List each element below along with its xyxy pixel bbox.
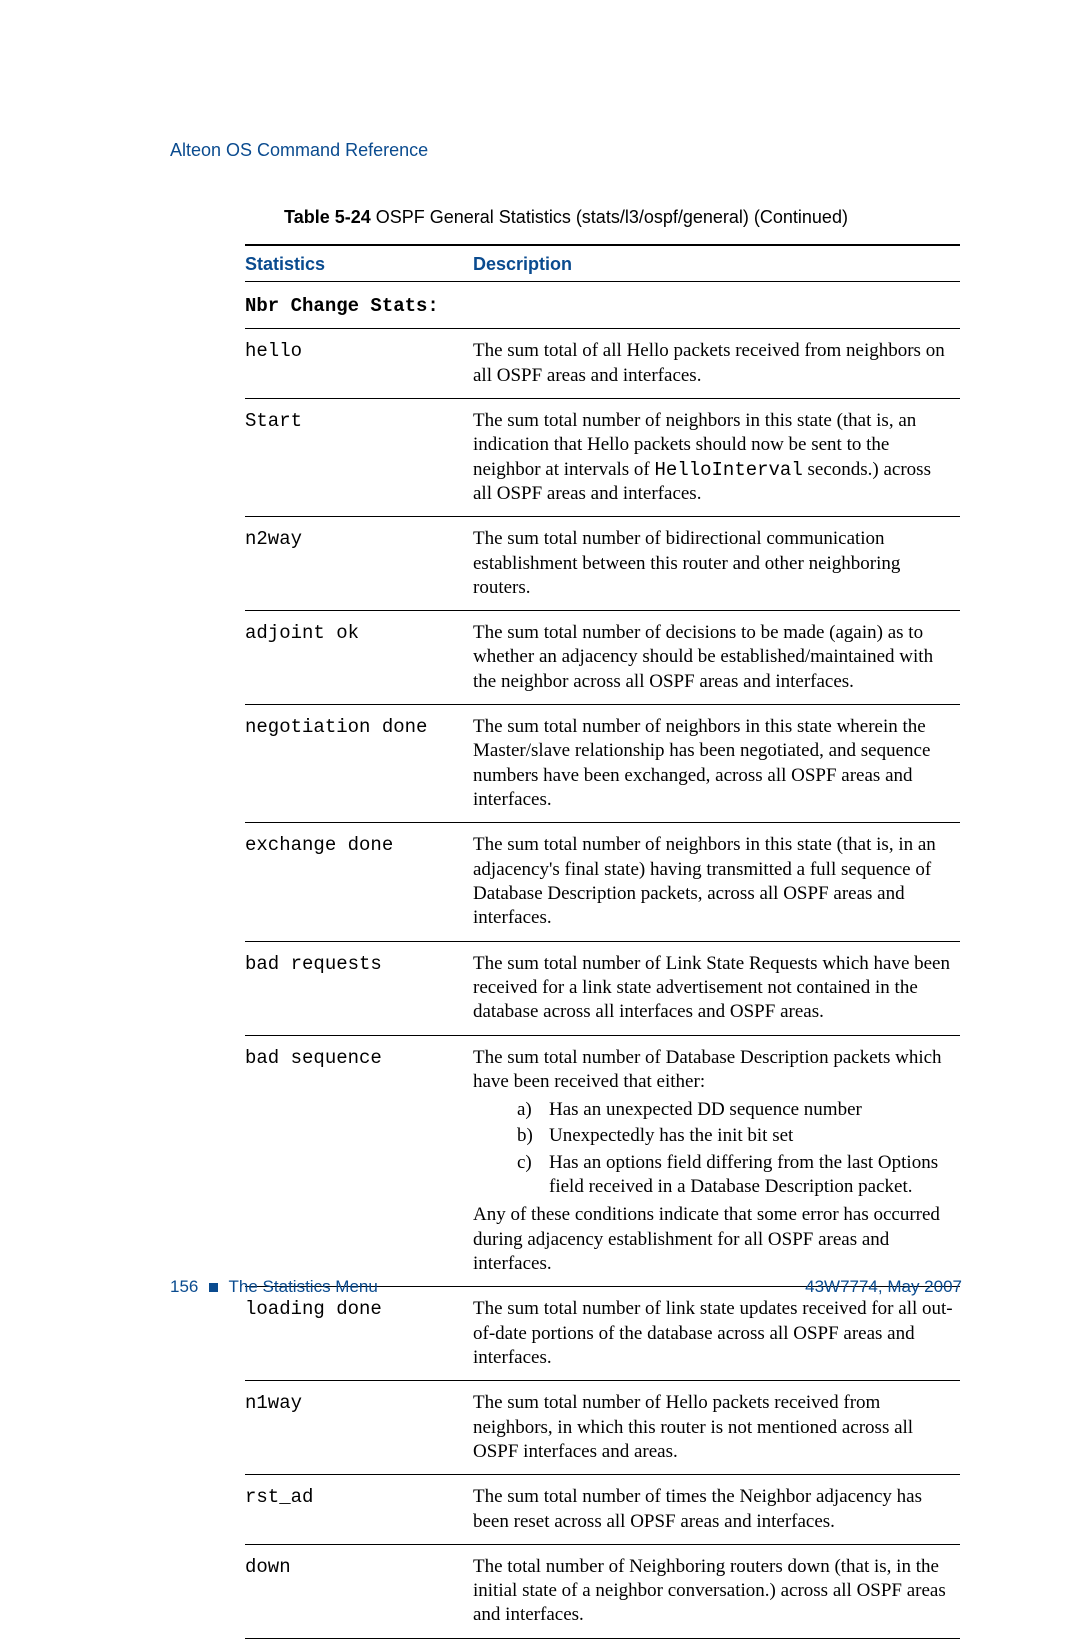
table-section-row: Nbr Change Stats: [245, 282, 960, 329]
stat-name: adjoint ok [245, 611, 473, 705]
desc-ordered-list: a) Has an unexpected DD sequence number … [473, 1098, 954, 1199]
table-section-label: Nbr Change Stats: [245, 282, 960, 329]
desc-intro: The sum total number of Database Descrip… [473, 1046, 954, 1095]
list-text: Unexpectedly has the init bit set [549, 1124, 954, 1148]
stat-description: The sum total number of Database Descrip… [473, 1035, 960, 1287]
stat-description: The sum total number of neighbors in thi… [473, 398, 960, 516]
list-item: c) Has an options field differing from t… [517, 1151, 954, 1200]
stat-name: hello [245, 329, 473, 399]
table-caption-number: Table 5-24 [284, 207, 371, 227]
table-row: rst_ad The sum total number of times the… [245, 1475, 960, 1545]
stat-description: The sum total number of Hello packets re… [473, 1381, 960, 1475]
stat-name: n1way [245, 1381, 473, 1475]
list-text: Has an unexpected DD sequence number [549, 1098, 954, 1122]
stat-description: The sum total number of Link State Reque… [473, 941, 960, 1035]
ospf-statistics-table: Statistics Description Nbr Change Stats:… [245, 244, 960, 1639]
table-row: n1way The sum total number of Hello pack… [245, 1381, 960, 1475]
table-row: negotiation done The sum total number of… [245, 705, 960, 823]
stat-description: The sum total number of neighbors in thi… [473, 823, 960, 941]
stat-description: The sum total number of bidirectional co… [473, 517, 960, 611]
table-row: bad requests The sum total number of Lin… [245, 941, 960, 1035]
stat-description: The sum total number of link state updat… [473, 1287, 960, 1381]
column-header-statistics: Statistics [245, 245, 473, 282]
document-page: Alteon OS Command Reference Table 5-24 O… [0, 0, 1080, 1397]
column-header-description: Description [473, 245, 960, 282]
stat-description: The sum total number of decisions to be … [473, 611, 960, 705]
list-marker: a) [517, 1098, 549, 1122]
table-row: Start The sum total number of neighbors … [245, 398, 960, 516]
stat-name: negotiation done [245, 705, 473, 823]
table-row: n2way The sum total number of bidirectio… [245, 517, 960, 611]
list-marker: c) [517, 1151, 549, 1200]
desc-code: HelloInterval [655, 459, 803, 481]
stat-name: bad sequence [245, 1035, 473, 1287]
list-item: a) Has an unexpected DD sequence number [517, 1098, 954, 1122]
stat-name: bad requests [245, 941, 473, 1035]
stat-name: exchange done [245, 823, 473, 941]
table-row: exchange done The sum total number of ne… [245, 823, 960, 941]
table-row: loading done The sum total number of lin… [245, 1287, 960, 1381]
stat-description: The sum total of all Hello packets recei… [473, 329, 960, 399]
stat-name: loading done [245, 1287, 473, 1381]
table-header-row: Statistics Description [245, 245, 960, 282]
page-footer: 156 The Statistics Menu 43W7774, May 200… [170, 1277, 962, 1297]
desc-outro: Any of these conditions indicate that so… [473, 1203, 954, 1276]
footer-section-name: The Statistics Menu [229, 1277, 378, 1296]
stat-description: The total number of Neighboring routers … [473, 1544, 960, 1638]
stat-name: down [245, 1544, 473, 1638]
stat-description: The sum total number of times the Neighb… [473, 1475, 960, 1545]
document-header-title: Alteon OS Command Reference [170, 140, 962, 161]
list-item: b) Unexpectedly has the init bit set [517, 1124, 954, 1148]
table-row: down The total number of Neighboring rou… [245, 1544, 960, 1638]
footer-right: 43W7774, May 2007 [805, 1277, 962, 1297]
square-bullet-icon [209, 1283, 218, 1292]
list-text: Has an options field differing from the … [549, 1151, 954, 1200]
footer-left: 156 The Statistics Menu [170, 1277, 378, 1297]
table-row: adjoint ok The sum total number of decis… [245, 611, 960, 705]
stat-name: rst_ad [245, 1475, 473, 1545]
table-row: hello The sum total of all Hello packets… [245, 329, 960, 399]
table-caption-text: OSPF General Statistics (stats/l3/ospf/g… [371, 207, 848, 227]
table-row: bad sequence The sum total number of Dat… [245, 1035, 960, 1287]
page-number: 156 [170, 1277, 198, 1296]
list-marker: b) [517, 1124, 549, 1148]
stat-description: The sum total number of neighbors in thi… [473, 705, 960, 823]
stat-name: n2way [245, 517, 473, 611]
stat-name: Start [245, 398, 473, 516]
table-caption: Table 5-24 OSPF General Statistics (stat… [170, 207, 962, 228]
